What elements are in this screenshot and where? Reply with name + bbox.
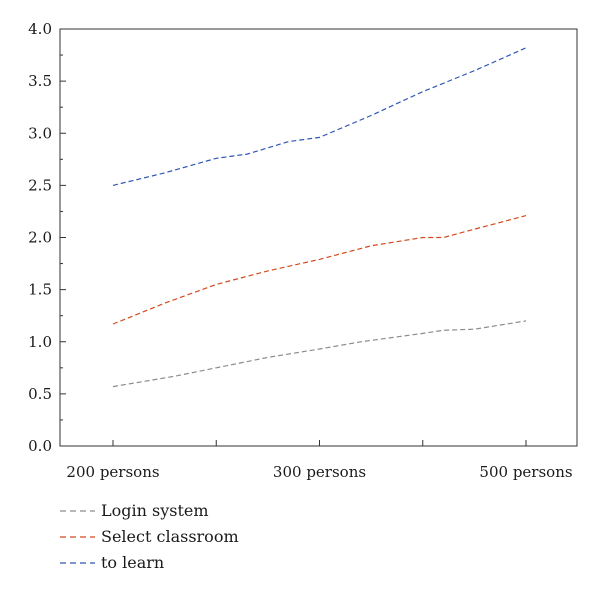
plot-frame [59, 28, 578, 447]
series-lines [112, 47, 527, 388]
x-tick-label: 300 persons [273, 463, 366, 481]
series-line-2 [112, 47, 527, 186]
axes [59, 28, 578, 447]
x-axis-ticks: 200 persons 300 persons 500 persons [66, 440, 573, 481]
legend-label-1: Select classroom [101, 527, 239, 546]
x-tick-label: 500 persons [479, 463, 572, 481]
y-tick-label: 0.0 [28, 437, 52, 455]
series-line-1 [112, 215, 527, 325]
y-tick-label: 0.5 [28, 385, 52, 403]
legend: Login system Select classroom to learn [60, 501, 239, 572]
legend-label-2: to learn [101, 553, 164, 572]
x-tick-label: 200 persons [66, 463, 159, 481]
y-tick-label: 2.5 [28, 176, 52, 194]
y-tick-label: 2.0 [28, 229, 52, 247]
y-tick-label: 1.5 [28, 281, 52, 299]
y-tick-label: 1.0 [28, 333, 52, 351]
legend-label-0: Login system [101, 501, 209, 520]
y-tick-label: 4.0 [28, 20, 52, 38]
y-axis-ticks: 0.0 0.5 1.0 1.5 2.0 2.5 3.0 3.5 4.0 [28, 20, 66, 455]
y-tick-label: 3.5 [28, 72, 52, 90]
y-tick-label: 3.0 [28, 124, 52, 142]
series-line-0 [112, 320, 527, 388]
